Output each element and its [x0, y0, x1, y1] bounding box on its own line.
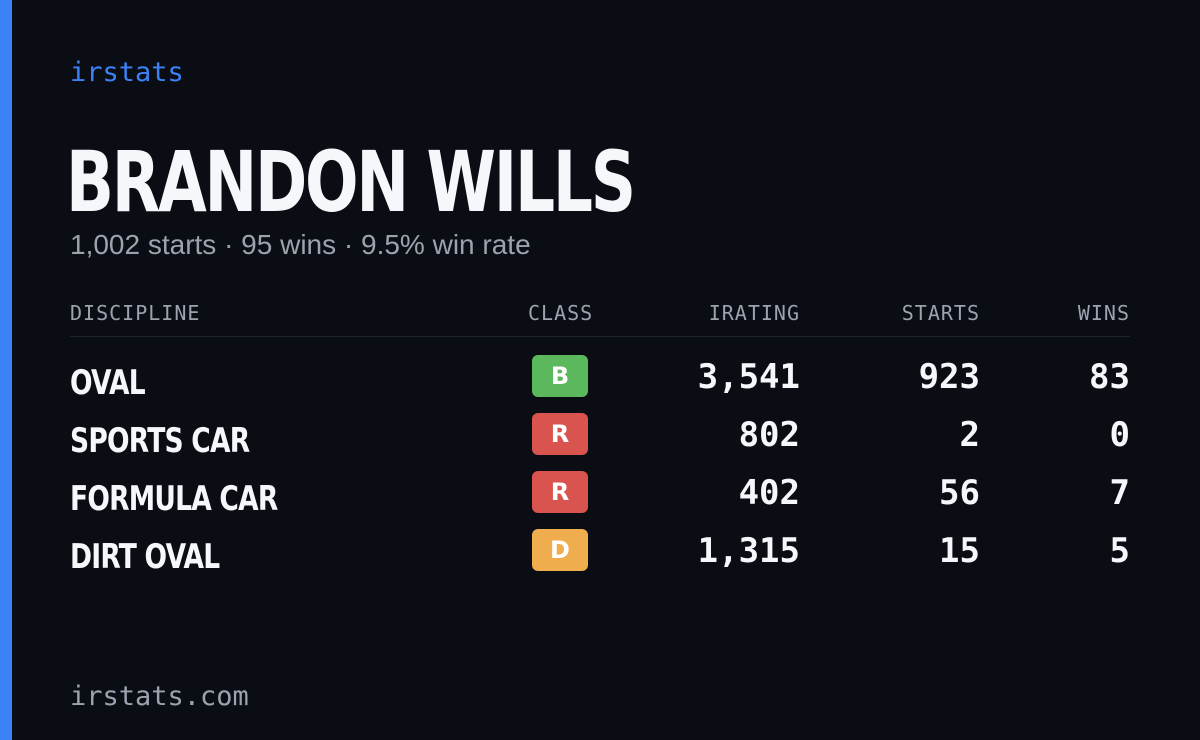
discipline-cell: SPORTS CAR [70, 421, 250, 461]
discipline-cell: OVAL [70, 363, 146, 403]
class-badge: D [532, 529, 588, 571]
driver-name: BRANDON WILLS [66, 133, 636, 231]
table-row: SPORTS CAR R 802 2 0 [70, 411, 1130, 469]
wins-cell: 0 [1109, 415, 1130, 455]
starts-cell: 56 [939, 473, 980, 513]
irating-cell: 402 [738, 473, 800, 513]
irating-cell: 1,315 [697, 531, 800, 571]
header-class: CLASS [528, 301, 594, 325]
discipline-cell: DIRT OVAL [70, 537, 220, 577]
wins-cell: 7 [1109, 473, 1130, 513]
table-row: OVAL B 3,541 923 83 [70, 353, 1130, 411]
class-badge: B [532, 355, 588, 397]
header-irating: IRATING [708, 301, 800, 325]
wins-cell: 5 [1109, 531, 1130, 571]
header-wins: WINS [1077, 301, 1130, 325]
class-badge: R [532, 413, 588, 455]
wins-cell: 83 [1089, 357, 1130, 397]
brand-logo: irstats [70, 57, 184, 88]
starts-cell: 15 [939, 531, 980, 571]
table-row: FORMULA CAR R 402 56 7 [70, 469, 1130, 527]
table-header: DISCIPLINE CLASS IRATING STARTS WINS [70, 296, 1130, 337]
starts-cell: 923 [918, 357, 980, 397]
driver-summary: 1,002 starts · 95 wins · 9.5% win rate [70, 229, 531, 260]
table-body: OVAL B 3,541 923 83 SPORTS CAR R 802 2 0… [70, 353, 1130, 585]
stats-table: DISCIPLINE CLASS IRATING STARTS WINS OVA… [70, 296, 1130, 585]
header-starts: STARTS [901, 301, 980, 325]
irating-cell: 3,541 [697, 357, 800, 397]
footer-url: irstats.com [70, 681, 249, 712]
discipline-cell: FORMULA CAR [70, 479, 278, 519]
table-row: DIRT OVAL D 1,315 15 5 [70, 527, 1130, 585]
accent-bar [0, 0, 12, 740]
class-badge: R [532, 471, 588, 513]
header-discipline: DISCIPLINE [70, 301, 201, 325]
starts-cell: 2 [959, 415, 980, 455]
irating-cell: 802 [738, 415, 800, 455]
